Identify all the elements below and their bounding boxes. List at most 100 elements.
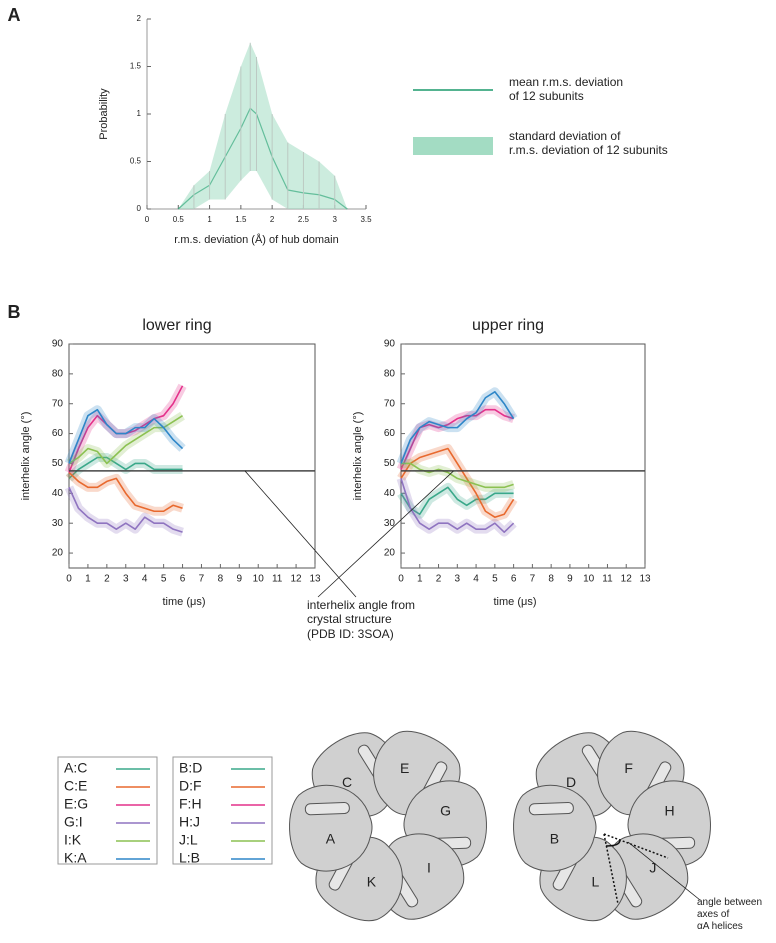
x-tick-label: 12 — [621, 574, 633, 585]
x-axis-label: time (μs) — [493, 596, 536, 608]
x-tick-label: 0 — [145, 215, 150, 224]
chart-title: lower ring — [142, 317, 211, 334]
subunit-label: B — [550, 831, 559, 847]
subunit-label: L — [591, 874, 599, 890]
y-tick-label: 60 — [384, 428, 396, 439]
x-tick-label: 7 — [530, 574, 536, 585]
y-tick-label: 40 — [384, 488, 396, 499]
chart-title: upper ring — [472, 317, 544, 334]
x-tick-label: 0 — [66, 574, 72, 585]
plot-frame — [400, 343, 646, 569]
line — [68, 487, 183, 533]
x-tick-label: 5 — [492, 574, 498, 585]
subunit-label: E — [400, 760, 409, 776]
line — [400, 478, 515, 533]
annotation-leader — [627, 841, 701, 901]
x-tick-label: 11 — [272, 574, 283, 585]
subunit-label: D — [566, 774, 576, 790]
annotation-leader — [244, 470, 357, 598]
x-tick-label: 1 — [85, 574, 91, 585]
std-band — [319, 161, 335, 209]
x-tick-label: 4 — [142, 574, 148, 585]
x-tick-label: 10 — [583, 574, 595, 585]
y-tick-label: 60 — [52, 428, 64, 439]
y-tick-label: 90 — [52, 339, 64, 350]
y-axis-label: interhelix angle (°) — [352, 412, 364, 501]
legend-label: C:E — [64, 778, 87, 794]
std-band — [250, 42, 257, 171]
x-tick-label: 2 — [104, 574, 110, 585]
x-tick-label: 3 — [123, 574, 129, 585]
panel-label: A — [8, 5, 21, 25]
y-tick-label: 90 — [384, 339, 396, 350]
subunit-label: H — [664, 803, 674, 819]
x-tick-label: 13 — [639, 574, 651, 585]
y-tick-label: 1 — [137, 109, 142, 118]
line — [401, 462, 514, 489]
line — [400, 486, 514, 516]
std-band — [209, 114, 226, 200]
legend-label: standard deviation of r.m.s. deviation o… — [509, 129, 668, 158]
y-tick-label: 30 — [384, 518, 396, 529]
legend-box — [57, 756, 158, 865]
std-band — [240, 42, 251, 181]
legend-label: K:A — [64, 850, 87, 866]
legend-label: E:G — [64, 796, 88, 812]
legend-label: L:B — [179, 850, 200, 866]
x-tick-label: 9 — [567, 574, 573, 585]
x-axis-label: r.m.s. deviation (Å) of hub domain — [174, 233, 338, 246]
y-tick-label: 80 — [52, 369, 64, 380]
x-tick-label: 10 — [253, 574, 265, 585]
legend-label: H:J — [179, 814, 200, 830]
line — [400, 390, 515, 464]
legend-label: mean r.m.s. deviation of 12 subunits — [509, 75, 624, 104]
subunit-label: I — [427, 860, 431, 876]
x-tick-label: 1 — [417, 574, 423, 585]
x-tick-label: 0.5 — [173, 215, 185, 224]
x-tick-label: 3 — [455, 574, 461, 585]
legend-label: I:K — [64, 832, 82, 848]
y-tick-label: 0.5 — [130, 157, 142, 166]
y-tick-label: 40 — [52, 488, 64, 499]
y-axis-label: interhelix angle (°) — [20, 412, 32, 501]
std-band — [178, 185, 194, 209]
x-tick-label: 1.5 — [235, 215, 247, 224]
y-tick-label: 80 — [384, 369, 396, 380]
line-noise — [65, 452, 183, 482]
annotation: interhelix angle from crystal structure … — [307, 598, 416, 641]
annotation: angle between axes of αA helices — [697, 897, 763, 932]
x-axis-label: time (μs) — [162, 596, 205, 608]
subunit — [376, 833, 465, 920]
y-tick-label: 20 — [384, 548, 396, 559]
subunit-label: G — [440, 803, 451, 819]
helix-cylinder — [304, 802, 350, 816]
x-tick-label: 2.5 — [298, 215, 310, 224]
y-tick-label: 70 — [384, 398, 396, 409]
std-band — [272, 114, 288, 209]
subunit-shape — [376, 833, 465, 920]
x-tick-label: 0 — [398, 574, 404, 585]
std-band — [287, 142, 304, 209]
std-band — [256, 57, 273, 200]
x-tick-label: 2 — [270, 215, 275, 224]
plot-frame — [68, 343, 316, 569]
y-tick-label: 0 — [137, 204, 142, 213]
subunit-label: C — [342, 774, 352, 790]
x-tick-label: 3 — [332, 215, 337, 224]
x-tick-label: 13 — [309, 574, 321, 585]
subunit-label: J — [649, 860, 656, 876]
subunit-label: A — [326, 831, 336, 847]
y-tick-label: 50 — [52, 458, 64, 469]
helix-cylinder — [528, 802, 574, 816]
angle-arc — [605, 839, 621, 847]
legend-label: F:H — [179, 796, 202, 812]
y-tick-label: 2 — [137, 14, 142, 23]
y-tick-label: 20 — [52, 548, 64, 559]
legend-label: A:C — [64, 760, 87, 776]
y-tick-label: 1.5 — [130, 62, 142, 71]
subunit — [289, 784, 373, 872]
x-tick-label: 6 — [180, 574, 186, 585]
x-tick-label: 12 — [291, 574, 303, 585]
std-band — [303, 152, 320, 209]
